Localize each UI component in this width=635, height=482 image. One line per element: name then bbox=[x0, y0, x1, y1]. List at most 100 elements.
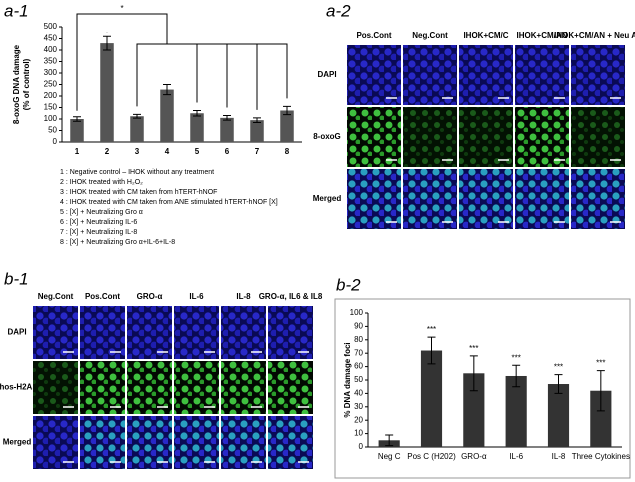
column-header: GRO-α, IL6 & IL8 bbox=[259, 292, 323, 301]
significance-label: *** bbox=[596, 359, 605, 368]
x-tick-label: 3 bbox=[135, 147, 140, 156]
micrograph bbox=[174, 361, 219, 414]
y-tick-label: 0 bbox=[53, 137, 58, 146]
bar bbox=[100, 43, 114, 142]
x-tick-label: 6 bbox=[225, 147, 230, 156]
bar bbox=[190, 113, 204, 142]
panel-label: b-2 bbox=[336, 275, 361, 294]
legend-note: 4 : IHOK treated with CM taken from ANE … bbox=[60, 199, 278, 206]
significance-label: *** bbox=[427, 325, 436, 334]
micrograph bbox=[127, 306, 172, 359]
bar bbox=[505, 375, 527, 447]
error-bar bbox=[133, 113, 141, 119]
micrograph bbox=[459, 45, 513, 105]
micrograph bbox=[221, 416, 266, 469]
micrograph bbox=[515, 169, 569, 229]
panel-label: b-1 bbox=[4, 269, 29, 288]
error-bar bbox=[253, 117, 261, 123]
micrograph bbox=[127, 416, 172, 469]
x-tick-label: 2 bbox=[105, 147, 110, 156]
y-tick-label: 40 bbox=[354, 389, 363, 398]
bar bbox=[590, 390, 612, 447]
bar bbox=[280, 110, 294, 142]
column-header: Neg.Cont bbox=[412, 31, 448, 40]
panel-label: a-2 bbox=[326, 1, 351, 20]
error-bar bbox=[596, 370, 605, 412]
micrograph bbox=[571, 169, 625, 229]
x-tick-label: IL-8 bbox=[552, 452, 566, 461]
column-header: Pos.Cont bbox=[356, 31, 391, 40]
x-tick-label: 8 bbox=[285, 147, 290, 156]
y-tick-label: 150 bbox=[44, 103, 58, 112]
micrograph bbox=[347, 107, 401, 167]
micrograph bbox=[347, 169, 401, 229]
legend-note: 5 : [X] + Neutralizing Gro α bbox=[60, 209, 143, 216]
micrograph bbox=[403, 45, 457, 105]
micrograph bbox=[221, 361, 266, 414]
micrograph bbox=[403, 169, 457, 229]
bar bbox=[130, 116, 144, 142]
panel-label: a-1 bbox=[4, 1, 29, 20]
micrograph bbox=[268, 416, 313, 469]
bar bbox=[547, 384, 570, 447]
error-bar bbox=[223, 115, 231, 121]
x-tick-label: 5 bbox=[195, 147, 200, 156]
x-tick-label: 1 bbox=[75, 147, 80, 156]
y-axis-label: (% of control) bbox=[22, 58, 31, 110]
error-bar bbox=[163, 84, 171, 96]
x-tick-label: 7 bbox=[255, 147, 260, 156]
x-tick-label: Three Cytokines bbox=[572, 452, 630, 461]
bar bbox=[70, 119, 84, 142]
y-tick-label: 90 bbox=[354, 322, 363, 331]
y-tick-label: 80 bbox=[354, 335, 363, 344]
row-label: 8-oxoG bbox=[313, 132, 341, 141]
x-tick-label: 4 bbox=[165, 147, 170, 156]
bar bbox=[420, 350, 443, 447]
micrograph bbox=[33, 361, 78, 414]
micrograph bbox=[347, 45, 401, 105]
micrograph bbox=[80, 306, 125, 359]
y-tick-label: 30 bbox=[354, 402, 363, 411]
bar bbox=[160, 89, 174, 142]
column-header: IL-6 bbox=[189, 292, 204, 301]
micrograph bbox=[33, 306, 78, 359]
y-tick-label: 300 bbox=[44, 68, 58, 77]
y-tick-label: 20 bbox=[354, 415, 363, 424]
legend-note: 3 : IHOK treated with CM taken from hTER… bbox=[60, 189, 217, 196]
legend-note: 7 : [X] + Neutralizing IL-8 bbox=[60, 229, 137, 236]
column-header: Neg.Cont bbox=[38, 292, 74, 301]
error-bar bbox=[103, 35, 111, 51]
bar bbox=[220, 117, 234, 142]
micrograph bbox=[221, 306, 266, 359]
error-bar bbox=[193, 109, 201, 117]
y-tick-label: 400 bbox=[44, 45, 58, 54]
y-tick-label: 60 bbox=[354, 362, 363, 371]
error-bar bbox=[427, 336, 436, 365]
y-axis-label: 8-oxoG DNA damage bbox=[12, 44, 21, 124]
significance-label: *** bbox=[469, 344, 478, 353]
y-tick-label: 70 bbox=[354, 348, 363, 357]
chart-frame bbox=[334, 298, 631, 479]
error-bar bbox=[283, 105, 291, 116]
micrograph bbox=[80, 361, 125, 414]
y-tick-label: 10 bbox=[354, 429, 363, 438]
y-tick-label: 100 bbox=[350, 308, 364, 317]
significance-label: * bbox=[120, 4, 123, 13]
y-tick-label: 200 bbox=[44, 91, 58, 100]
y-tick-label: 50 bbox=[354, 375, 363, 384]
error-bar bbox=[554, 374, 563, 394]
error-bar bbox=[512, 364, 521, 388]
x-tick-label: IL-6 bbox=[509, 452, 523, 461]
micrograph bbox=[174, 306, 219, 359]
significance-label: *** bbox=[554, 363, 563, 372]
y-tick-label: 100 bbox=[44, 114, 58, 123]
row-label: DAPI bbox=[317, 70, 336, 79]
x-tick-label: Pos C (H202) bbox=[407, 452, 456, 461]
micrograph bbox=[515, 45, 569, 105]
legend-note: 2 : IHOK treated with H₂O₂ bbox=[60, 179, 143, 186]
y-tick-label: 0 bbox=[359, 442, 364, 451]
y-tick-label: 350 bbox=[44, 57, 58, 66]
row-label: Merged bbox=[3, 438, 32, 447]
micrograph bbox=[515, 107, 569, 167]
